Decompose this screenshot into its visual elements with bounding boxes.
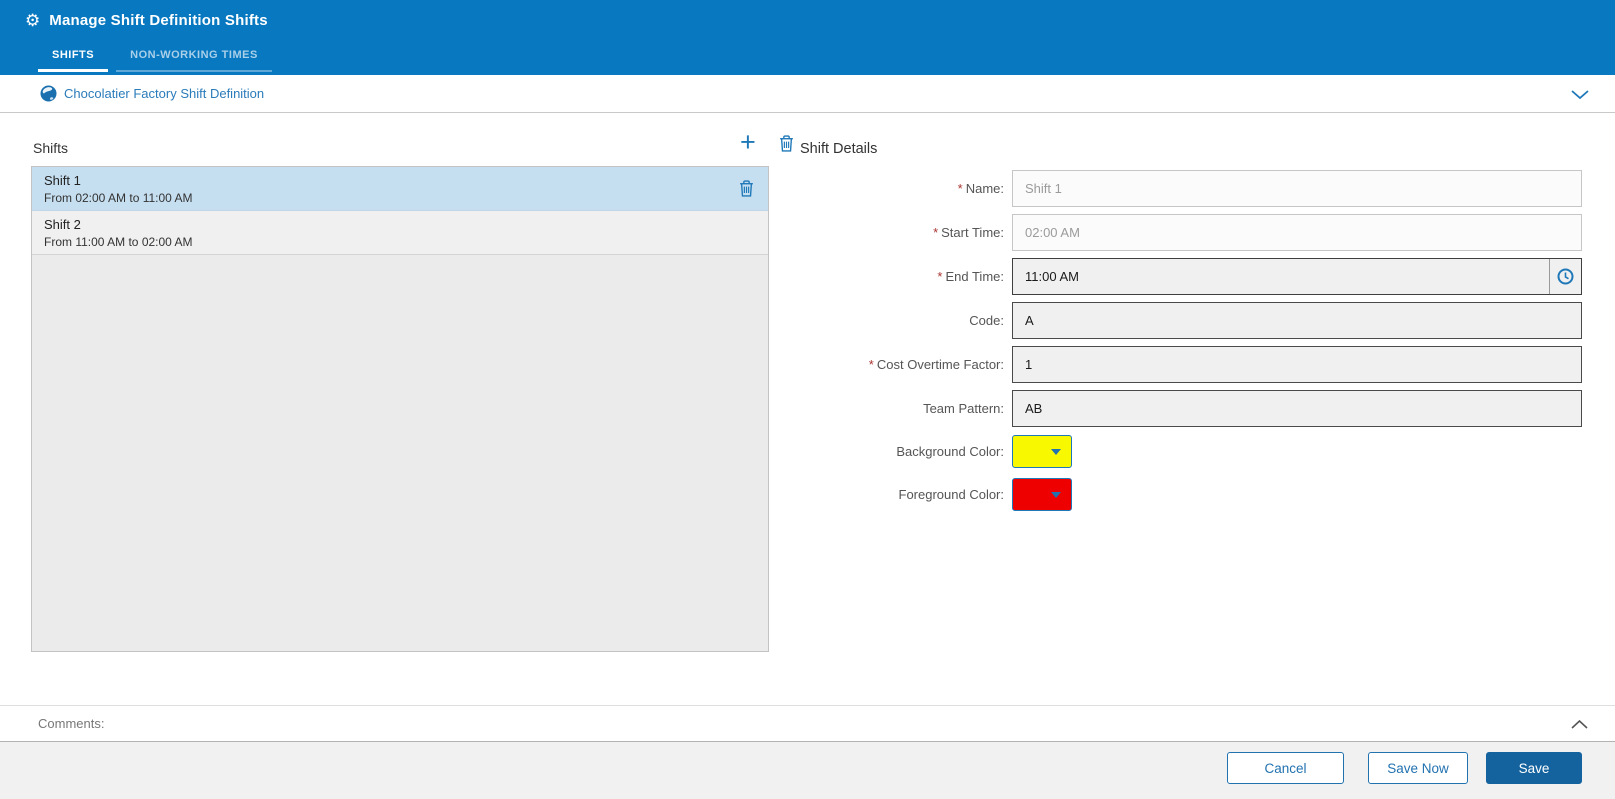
foreground-color-label: Foreground Color: bbox=[898, 487, 1005, 502]
team-pattern-input[interactable] bbox=[1012, 390, 1582, 427]
globe-icon bbox=[40, 85, 57, 102]
code-field-row: Code: bbox=[0, 302, 1615, 339]
required-marker: * bbox=[937, 269, 943, 284]
foreground-color-field-row: Foreground Color: bbox=[0, 478, 1615, 511]
cancel-button[interactable]: Cancel bbox=[1227, 752, 1344, 784]
dropdown-arrow-icon bbox=[1051, 449, 1061, 455]
name-input bbox=[1012, 170, 1582, 207]
shift-list: Shift 1 From 02:00 AM to 11:00 AM Shift … bbox=[31, 166, 769, 652]
start-time-label: * Start Time: bbox=[933, 225, 1004, 240]
time-picker-button[interactable] bbox=[1549, 259, 1581, 294]
code-label: Code: bbox=[969, 313, 1004, 328]
shift-definition-label: Chocolatier Factory Shift Definition bbox=[64, 86, 265, 101]
delete-shift-button[interactable] bbox=[779, 135, 794, 152]
comments-label: Comments: bbox=[38, 716, 105, 731]
end-time-input[interactable] bbox=[1013, 259, 1550, 294]
shifts-panel-title: Shifts bbox=[33, 140, 69, 156]
cost-overtime-factor-input[interactable] bbox=[1012, 346, 1582, 383]
dialog-title: Manage Shift Definition Shifts bbox=[49, 12, 268, 29]
delete-shift-row-button[interactable] bbox=[739, 180, 754, 197]
start-time-input bbox=[1012, 214, 1582, 251]
end-time-field-row: * End Time: bbox=[0, 258, 1615, 295]
start-time-field-row: * Start Time: bbox=[0, 214, 1615, 251]
shift-details-title: Shift Details bbox=[800, 141, 878, 157]
required-marker: * bbox=[933, 225, 939, 240]
name-field-row: * Name: bbox=[0, 170, 1615, 207]
clock-icon bbox=[1557, 268, 1574, 285]
background-color-label: Background Color: bbox=[896, 444, 1004, 459]
cost-overtime-factor-field-row: * Cost Overtime Factor: bbox=[0, 346, 1615, 383]
background-color-picker[interactable] bbox=[1012, 435, 1072, 468]
shift-definition-bar[interactable]: Chocolatier Factory Shift Definition bbox=[0, 75, 1615, 113]
shift-item-name: Shift 1 bbox=[44, 173, 81, 188]
dialog-header: ⚙ Manage Shift Definition Shifts SHIFTS … bbox=[0, 0, 1615, 75]
dropdown-arrow-icon bbox=[1051, 492, 1061, 498]
save-now-button[interactable]: Save Now bbox=[1368, 752, 1468, 784]
background-color-field-row: Background Color: bbox=[0, 435, 1615, 468]
shift-item-name: Shift 2 bbox=[44, 217, 81, 232]
tab-bar: SHIFTS NON-WORKING TIMES bbox=[38, 41, 272, 72]
required-marker: * bbox=[957, 181, 963, 196]
shift-item-range: From 11:00 AM to 02:00 AM bbox=[44, 235, 193, 249]
save-button[interactable]: Save bbox=[1486, 752, 1582, 784]
dialog-title-row: ⚙ Manage Shift Definition Shifts bbox=[25, 12, 268, 29]
tab-non-working-times[interactable]: NON-WORKING TIMES bbox=[116, 41, 272, 72]
team-pattern-label: Team Pattern: bbox=[923, 401, 1004, 416]
shift-item-range: From 02:00 AM to 11:00 AM bbox=[44, 191, 193, 205]
required-marker: * bbox=[868, 357, 874, 372]
comments-section-header[interactable]: Comments: bbox=[0, 705, 1615, 741]
add-shift-button[interactable]: + bbox=[740, 127, 756, 157]
footer-bar: Cancel Save Now Save bbox=[0, 741, 1615, 799]
end-time-field bbox=[1012, 258, 1582, 295]
code-input[interactable] bbox=[1012, 302, 1582, 339]
end-time-label: * End Time: bbox=[937, 269, 1004, 284]
chevron-up-icon[interactable] bbox=[1571, 719, 1588, 729]
team-pattern-field-row: Team Pattern: bbox=[0, 390, 1615, 427]
foreground-color-picker[interactable] bbox=[1012, 478, 1072, 511]
cost-overtime-factor-label: * Cost Overtime Factor: bbox=[868, 357, 1004, 372]
gears-icon: ⚙ bbox=[25, 11, 41, 30]
chevron-down-icon[interactable] bbox=[1571, 90, 1589, 100]
name-label: * Name: bbox=[957, 181, 1004, 196]
shift-list-item-shift-2[interactable]: Shift 2 From 11:00 AM to 02:00 AM bbox=[32, 211, 768, 255]
tab-shifts[interactable]: SHIFTS bbox=[38, 41, 109, 72]
shift-list-item-shift-1[interactable]: Shift 1 From 02:00 AM to 11:00 AM bbox=[32, 167, 768, 211]
